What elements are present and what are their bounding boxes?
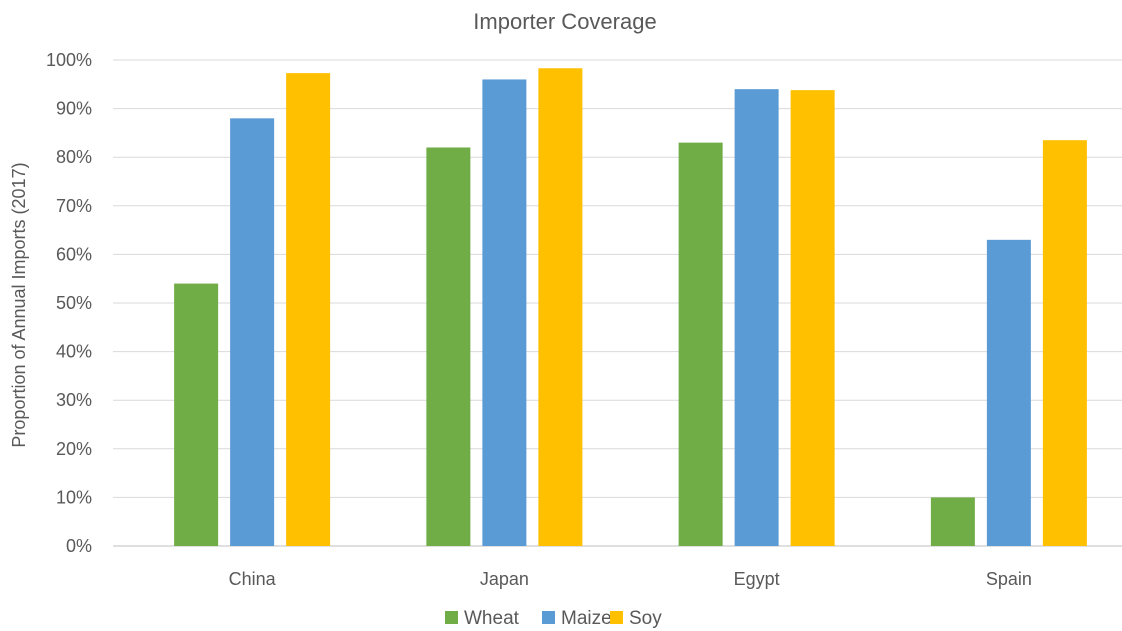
legend-swatch <box>610 611 623 624</box>
bar-soy-spain <box>1042 140 1087 546</box>
y-tick-label: 0% <box>66 536 92 556</box>
y-tick-label: 60% <box>56 244 92 264</box>
bar-wheat-spain <box>930 497 975 546</box>
bar-maize-china <box>230 118 275 546</box>
bar-wheat-egypt <box>678 142 723 546</box>
x-tick-label: Japan <box>480 569 529 589</box>
bar-maize-egypt <box>734 89 779 546</box>
legend-item-soy: Soy <box>610 608 662 629</box>
y-tick-label: 20% <box>56 439 92 459</box>
legend-swatch <box>542 611 555 624</box>
x-tick-label: China <box>229 569 277 589</box>
bar-soy-egypt <box>790 90 835 546</box>
y-tick-label: 40% <box>56 342 92 362</box>
y-tick-label: 80% <box>56 147 92 167</box>
y-axis-ticks: 0% 10% 20% 30% 40% 50% 60% 70% 80% 90% 100% <box>46 50 92 556</box>
bar-soy-japan <box>538 68 583 547</box>
y-tick-label: 70% <box>56 196 92 216</box>
bar-series <box>174 68 1087 547</box>
bar-maize-japan <box>482 79 527 546</box>
legend-label: Soy <box>629 608 662 629</box>
gridlines <box>113 59 1122 547</box>
y-tick-label: 100% <box>46 50 92 70</box>
legend-label: Maize <box>561 608 612 629</box>
legend: Wheat Maize Soy <box>445 608 662 629</box>
bar-maize-spain <box>986 239 1031 546</box>
x-axis-ticks: China Japan Egypt Spain <box>229 569 1032 589</box>
y-tick-label: 30% <box>56 390 92 410</box>
bar-wheat-japan <box>426 147 471 547</box>
bar-soy-china <box>286 73 331 546</box>
legend-label: Wheat <box>464 608 520 629</box>
legend-swatch <box>445 611 458 624</box>
chart-title: Importer Coverage <box>473 9 656 34</box>
y-tick-label: 10% <box>56 487 92 507</box>
x-tick-label: Spain <box>986 569 1032 589</box>
x-tick-label: Egypt <box>734 569 780 589</box>
bar-wheat-china <box>174 283 219 546</box>
y-tick-label: 90% <box>56 99 92 119</box>
legend-item-maize: Maize <box>542 608 612 629</box>
legend-item-wheat: Wheat <box>445 608 520 629</box>
y-tick-label: 50% <box>56 293 92 313</box>
y-axis-label: Proportion of Annual Imports (2017) <box>9 162 29 447</box>
